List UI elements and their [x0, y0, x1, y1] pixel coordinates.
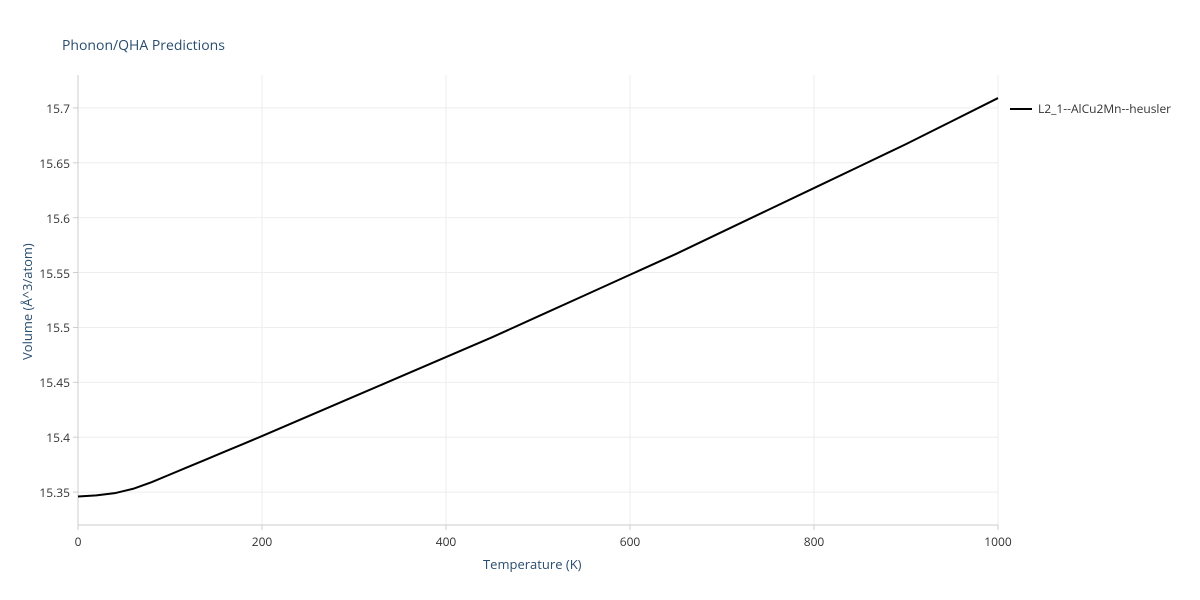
x-tick-label: 0: [58, 533, 98, 550]
legend-label: L2_1--AlCu2Mn--heusler: [1038, 100, 1171, 117]
y-tick-label: 15.5: [20, 319, 70, 336]
y-tick-label: 15.35: [20, 484, 70, 501]
chart-plot-area: [0, 0, 1200, 600]
x-tick-label: 1000: [978, 533, 1018, 550]
y-tick-label: 15.4: [20, 429, 70, 446]
x-tick-label: 400: [426, 533, 466, 550]
y-tick-label: 15.7: [20, 100, 70, 117]
legend: L2_1--AlCu2Mn--heusler: [1010, 100, 1171, 117]
x-tick-label: 200: [242, 533, 282, 550]
x-axis-label: Temperature (K): [483, 555, 582, 573]
chart-container: Phonon/QHA Predictions Volume (Å^3/atom)…: [0, 0, 1200, 600]
y-axis-label: Volume (Å^3/atom): [18, 243, 36, 360]
y-tick-label: 15.55: [20, 265, 70, 282]
x-tick-label: 800: [794, 533, 834, 550]
x-tick-label: 600: [610, 533, 650, 550]
y-tick-label: 15.45: [20, 374, 70, 391]
legend-line-icon: [1010, 108, 1032, 110]
y-tick-label: 15.65: [20, 155, 70, 172]
y-tick-label: 15.6: [20, 210, 70, 227]
